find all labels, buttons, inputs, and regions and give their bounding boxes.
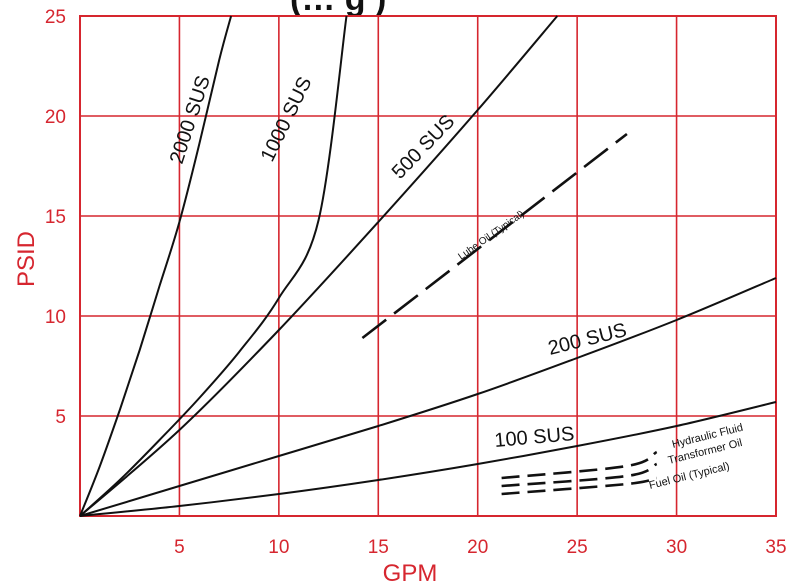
y-tick-label: 10 xyxy=(45,307,66,328)
series-line-200-sus xyxy=(79,277,777,517)
chart-title-group: (… g ) xyxy=(290,0,386,18)
x-tick-label: 20 xyxy=(467,537,488,558)
x-tick-label: 15 xyxy=(368,537,389,558)
series-label-1000-sus: 1000 SUS xyxy=(257,74,317,166)
series-line-transformer-oil xyxy=(501,462,658,488)
x-tick-label: 35 xyxy=(765,537,786,558)
series-line-fuel-oil-typical xyxy=(501,476,658,496)
y-tick-label: 20 xyxy=(45,107,66,128)
series-label-lube-oil-typical: Lube Oil (Typical) xyxy=(456,209,526,263)
series-line-lube-oil-typical xyxy=(361,132,628,340)
y-tick-label: 5 xyxy=(55,407,66,428)
y-tick-label: 25 xyxy=(45,7,66,28)
x-axis-label: GPM xyxy=(383,560,438,586)
y-axis-label: PSID xyxy=(13,231,40,287)
series-line-1000-sus xyxy=(79,15,348,517)
series-line-2000-sus xyxy=(79,15,233,517)
x-tick-label: 30 xyxy=(666,537,687,558)
series-line-hydraulic-fluid xyxy=(501,450,658,480)
y-tick-label: 15 xyxy=(45,207,66,228)
x-tick-label: 5 xyxy=(174,537,185,558)
grid xyxy=(79,15,777,517)
series-label-2000-sus: 2000 SUS xyxy=(166,73,215,167)
series-line-500-sus xyxy=(79,15,559,517)
curves xyxy=(79,15,777,517)
series-line-100-sus xyxy=(79,401,777,517)
chart-title: (… g ) xyxy=(290,0,386,18)
tick-labels: 5 10 15 20 25 30 35 5 10 15 20 25 xyxy=(45,7,787,558)
x-tick-label: 25 xyxy=(567,537,588,558)
x-tick-label: 10 xyxy=(268,537,289,558)
series-label-fuel-oil-typical: Fuel Oil (Typical) xyxy=(648,460,731,492)
